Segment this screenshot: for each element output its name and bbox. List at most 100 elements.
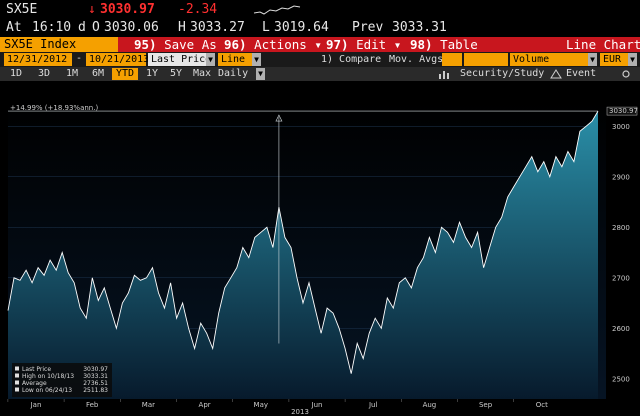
period-1y[interactable]: 1Y: [145, 68, 159, 79]
legend-label: Last Price: [22, 366, 51, 373]
event-icon[interactable]: [550, 69, 562, 79]
actions-dropdown-icon: ▾: [314, 37, 322, 52]
event-button[interactable]: Event: [566, 68, 597, 79]
currency-dropdown-icon[interactable]: ▼: [628, 53, 637, 66]
period-5y[interactable]: 5Y: [169, 68, 183, 79]
legend-value: 3030.97: [83, 366, 108, 373]
y-tick-label: 2800: [612, 224, 630, 232]
x-tick-label: Mar: [142, 401, 155, 409]
down-arrow-icon: ↓: [88, 2, 96, 17]
table-number: 98): [410, 37, 433, 52]
y-axis: 2500 2600 2700 2800 2900 3000: [612, 123, 630, 384]
period-3d[interactable]: 3D: [37, 68, 51, 79]
last-price: 3030.97: [100, 2, 155, 17]
edit-label: Edit: [356, 37, 387, 52]
open-price: 3030.06: [104, 20, 159, 35]
actions-label: Actions: [254, 37, 307, 52]
frequency-dropdown-icon[interactable]: ▼: [256, 68, 265, 80]
y-tick-label: 2600: [612, 325, 630, 333]
time-flag: d: [78, 20, 86, 35]
chart-title: Line Chart: [566, 37, 640, 52]
mov-avgs-period[interactable]: [464, 53, 508, 66]
field-select[interactable]: Last Price: [148, 53, 211, 66]
security-study-button[interactable]: Security/Study: [460, 68, 545, 79]
low-price: 3019.64: [274, 20, 329, 35]
peak-arrow-icon: [275, 114, 283, 122]
actions-number: 96): [224, 37, 247, 52]
sparkline-icon: [253, 5, 301, 15]
x-tick-label: Jul: [368, 401, 378, 409]
date-controls: 12/31/2012 - 10/21/2013 Last Price ▼ Lin…: [0, 52, 640, 67]
volume-select[interactable]: Volume: [510, 53, 588, 66]
period-ytd[interactable]: YTD: [112, 68, 138, 80]
y-tick-label: 3000: [612, 123, 630, 131]
x-tick-label: Feb: [86, 401, 99, 409]
y-tick-label: 2900: [612, 173, 630, 181]
style-select[interactable]: Line: [218, 53, 252, 66]
ticker-label: SX5E: [6, 2, 38, 17]
legend-label: High on 10/18/13: [22, 373, 74, 380]
price-line: [7, 110, 599, 374]
mov-avgs-button[interactable]: Mov. Avgs: [386, 53, 443, 66]
legend-value: 2511.83: [83, 387, 108, 394]
prev-price: 3033.31: [392, 20, 447, 35]
bar-chart-icon[interactable]: [438, 69, 450, 79]
period-1m[interactable]: 1M: [65, 68, 79, 79]
period-bar: 1D 3D 1M 6M YTD 1Y 5Y Max Daily ▼ Securi…: [0, 67, 640, 81]
edit-dropdown-icon: ▾: [393, 37, 402, 52]
last-price-tag: 3030.97: [606, 106, 638, 116]
low-label: L: [262, 20, 270, 35]
field-dropdown-icon[interactable]: ▼: [206, 53, 215, 66]
settings-icon[interactable]: [620, 69, 632, 79]
compare-button[interactable]: 1) Compare: [318, 53, 381, 66]
legend-swatch: [15, 380, 19, 385]
x-tick-label: Apr: [199, 401, 211, 409]
year-label: 2013: [291, 408, 309, 416]
frequency-select[interactable]: Daily: [218, 68, 249, 79]
legend-label: Average: [22, 380, 47, 387]
save-as-button[interactable]: 95) Save As: [134, 37, 217, 52]
start-date-field[interactable]: 12/31/2012: [4, 53, 72, 66]
svg-text:3030.97: 3030.97: [609, 107, 638, 115]
y-tick-label: 2500: [612, 375, 630, 383]
table-label: Table: [440, 37, 478, 52]
table-button[interactable]: 98) Table: [410, 37, 478, 52]
legend-value: 2736.51: [83, 380, 108, 387]
date-separator: -: [76, 53, 83, 64]
legend-swatch: [15, 373, 19, 378]
x-axis: Jan Feb Mar Apr May Jun Jul Aug Sep Oct: [7, 399, 548, 409]
price-chart[interactable]: +14.99% (+18.93%ann.) 3030.97 2500 2600 27…: [0, 81, 640, 416]
save-as-label: Save As: [164, 37, 217, 52]
price-change: -2.34: [178, 2, 218, 17]
x-tick-label: Oct: [536, 401, 548, 409]
x-tick-label: Jun: [311, 401, 323, 409]
quote-header: SX5E ↓ 3030.97 -2.34: [0, 0, 640, 19]
quote-time: 16:10: [32, 20, 72, 35]
y-tick-label: 2700: [612, 274, 630, 282]
end-date-field[interactable]: 10/21/2013: [86, 53, 149, 66]
period-6m[interactable]: 6M: [91, 68, 105, 79]
open-label: O: [92, 20, 100, 35]
legend-swatch: [15, 387, 19, 392]
quote-details: At 16:10 d O 3030.06 H 3033.27 L 3019.64…: [0, 19, 640, 37]
period-max[interactable]: Max: [192, 68, 212, 79]
x-tick-label: Aug: [423, 401, 437, 409]
edit-number: 97): [326, 37, 349, 52]
legend-swatch: [15, 366, 19, 371]
mov-avgs-value[interactable]: [442, 53, 462, 66]
edit-menu[interactable]: 97) Edit ▾: [326, 37, 401, 52]
x-tick-label: Sep: [479, 401, 493, 409]
chart-legend: Last Price 3030.97 High on 10/18/13 3033.31…: [12, 363, 112, 397]
x-tick-label: Jan: [30, 401, 42, 409]
price-area: [8, 111, 598, 399]
security-field[interactable]: SX5E Index: [0, 37, 118, 52]
volume-dropdown-icon[interactable]: ▼: [588, 53, 597, 66]
legend-label: Low on 06/24/13: [22, 387, 72, 394]
period-1d[interactable]: 1D: [9, 68, 23, 79]
actions-menu[interactable]: 96) Actions ▾: [224, 37, 322, 52]
high-price: 3033.27: [190, 20, 245, 35]
x-tick-label: May: [254, 401, 268, 409]
style-dropdown-icon[interactable]: ▼: [252, 53, 261, 66]
time-label: At: [6, 20, 22, 35]
currency-select[interactable]: EUR: [600, 53, 628, 66]
